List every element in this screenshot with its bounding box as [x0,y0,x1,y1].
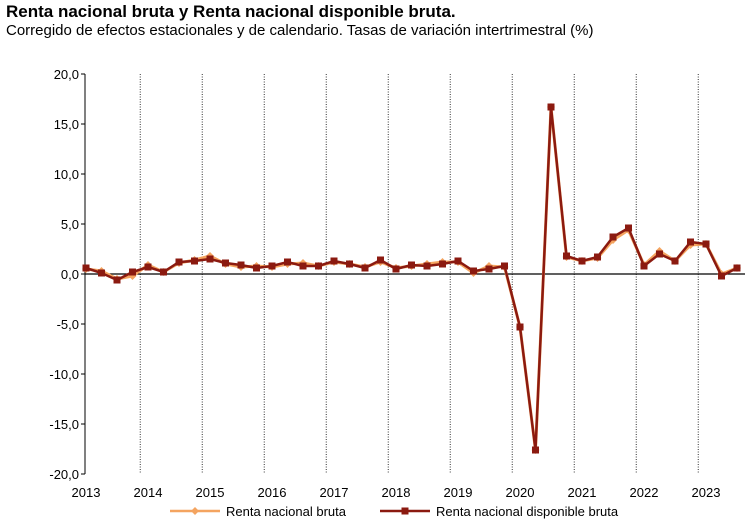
data-point [222,259,229,267]
legend-label: Renta nacional bruta [226,504,347,519]
data-point [253,264,260,272]
x-tick-label: 2023 [692,485,721,500]
data-point [656,250,663,258]
data-point [237,261,245,269]
data-point [718,272,725,280]
data-point [470,267,477,275]
data-point [113,276,121,284]
data-point [144,263,152,271]
data-point [191,257,198,265]
data-point [206,255,214,263]
y-tick-label: 5,0 [61,217,79,232]
data-point [578,257,586,265]
y-tick-label: 10,0 [54,167,79,182]
y-tick-label: -5,0 [57,317,79,332]
x-tick-label: 2020 [506,485,535,500]
data-point [377,256,384,264]
data-point [733,264,741,272]
data-point [454,257,462,265]
data-point [702,240,710,248]
x-tick-label: 2013 [72,485,101,500]
y-tick-label: -15,0 [49,417,79,432]
data-point [563,252,570,260]
data-point [392,265,400,273]
x-tick-label: 2018 [382,485,411,500]
data-point [82,264,90,272]
chart-subtitle: Corregido de efectos estacionales y de c… [6,22,594,39]
data-point [299,262,307,270]
chart-title: Renta nacional bruta y Renta nacional di… [6,2,456,21]
x-tick-label: 2022 [630,485,659,500]
data-point [284,258,291,266]
data-point [594,253,601,261]
data-point [625,224,632,232]
data-point [516,323,524,331]
data-point [501,262,508,270]
data-point [361,264,369,272]
data-point [408,261,415,269]
data-point [687,238,694,246]
data-point [330,257,338,265]
data-point [268,262,276,270]
data-point [439,260,446,268]
y-tick-label: 20,0 [54,67,79,82]
data-point [315,262,322,270]
data-point [532,446,539,454]
series-line-1 [85,106,738,451]
x-tick-label: 2014 [134,485,163,500]
x-tick-label: 2015 [196,485,225,500]
x-tick-label: 2019 [444,485,473,500]
data-point [98,269,105,277]
y-tick-label: 0,0 [61,267,79,282]
x-tick-label: 2021 [568,485,597,500]
y-tick-label: -20,0 [49,467,79,482]
legend-marker [401,507,409,515]
data-point [175,258,183,266]
data-point [671,257,679,265]
x-tick-label: 2016 [258,485,287,500]
data-point [346,260,353,268]
x-tick-label: 2017 [320,485,349,500]
data-point [129,268,136,276]
data-point [423,262,431,270]
data-point [160,268,167,276]
data-point [640,262,648,270]
data-point [609,233,617,241]
legend-marker [191,507,199,515]
y-tick-label: 15,0 [54,117,79,132]
y-tick-label: -10,0 [49,367,79,382]
series-line-0 [85,106,738,451]
legend-label: Renta nacional disponible bruta [436,504,619,519]
data-point [547,103,555,111]
data-point [485,265,493,273]
